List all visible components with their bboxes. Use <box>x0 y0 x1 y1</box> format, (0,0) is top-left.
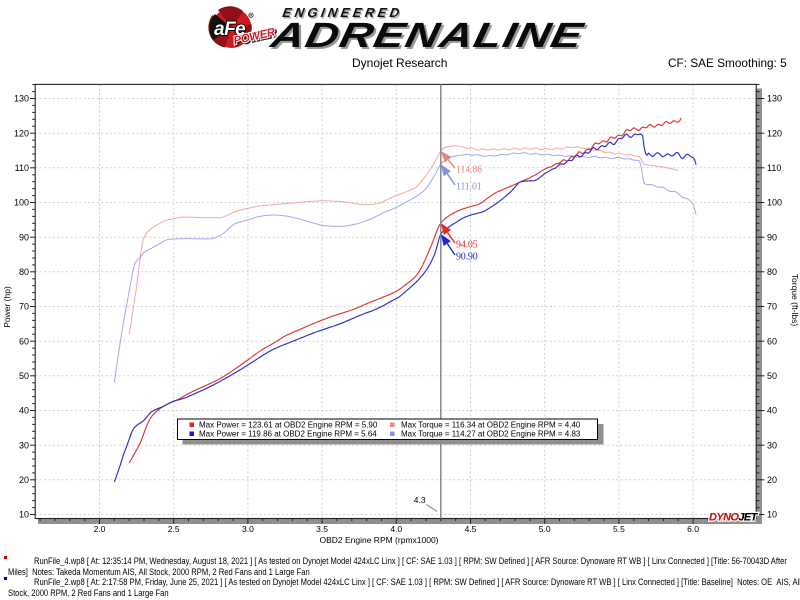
svg-text:10: 10 <box>19 510 29 520</box>
svg-text:120: 120 <box>767 128 782 138</box>
svg-text:50: 50 <box>767 371 777 381</box>
svg-text:110: 110 <box>767 163 781 173</box>
svg-text:90.90: 90.90 <box>456 252 478 263</box>
svg-text:Max Power = 123.61 at OBD2 E: Max Power = 123.61 at OBD2 Engine RPM = … <box>199 421 378 430</box>
svg-text:Max Torque = 114.27 at OBD2: Max Torque = 114.27 at OBD2 Engine RPM =… <box>401 430 581 439</box>
svg-text:110: 110 <box>15 163 29 173</box>
svg-text:3.5: 3.5 <box>316 524 328 534</box>
svg-text:6.0: 6.0 <box>687 524 699 534</box>
svg-text:80: 80 <box>19 267 29 277</box>
svg-text:Power (hp): Power (hp) <box>2 286 12 328</box>
svg-text:60: 60 <box>767 336 777 346</box>
svg-text:130: 130 <box>14 94 29 104</box>
svg-text:2.5: 2.5 <box>168 524 180 534</box>
svg-text:3.0: 3.0 <box>242 524 254 534</box>
svg-text:DYNOJET: DYNOJET <box>709 512 759 524</box>
svg-text:40: 40 <box>767 406 777 416</box>
svg-text:Max Torque = 116.34 at OBD2: Max Torque = 116.34 at OBD2 Engine RPM =… <box>401 421 581 430</box>
svg-text:114.86: 114.86 <box>456 165 482 176</box>
svg-text:60: 60 <box>19 336 29 346</box>
svg-text:4.3: 4.3 <box>414 495 426 505</box>
svg-text:111.01: 111.01 <box>456 182 482 193</box>
svg-text:DYNOJET: DYNOJET <box>709 512 759 524</box>
svg-text:5.0: 5.0 <box>539 524 551 534</box>
svg-text:40: 40 <box>19 406 29 416</box>
svg-text:5.5: 5.5 <box>613 524 625 534</box>
svg-text:Max Power = 119.86 at OBD2 E: Max Power = 119.86 at OBD2 Engine RPM = … <box>199 430 377 439</box>
svg-text:4.0: 4.0 <box>390 524 402 534</box>
svg-text:20: 20 <box>767 475 777 485</box>
svg-text:R: R <box>249 13 253 18</box>
svg-text:50: 50 <box>19 371 29 381</box>
svg-text:90: 90 <box>19 232 29 242</box>
svg-text:4.5: 4.5 <box>465 524 477 534</box>
svg-text:100: 100 <box>14 198 29 208</box>
svg-text:aFe: aFe <box>214 19 246 40</box>
svg-text:130: 130 <box>767 94 782 104</box>
svg-text:Torque (ft-lbs): Torque (ft-lbs) <box>790 274 800 327</box>
svg-text:70: 70 <box>767 302 777 312</box>
svg-text:94.05: 94.05 <box>456 240 478 251</box>
svg-text:100: 100 <box>767 198 782 208</box>
svg-text:2.0: 2.0 <box>94 524 106 534</box>
svg-text:10: 10 <box>767 510 777 520</box>
svg-text:30: 30 <box>19 440 29 450</box>
svg-text:90: 90 <box>767 232 777 242</box>
svg-text:OBD2 Engine RPM (rpmx1000): OBD2 Engine RPM (rpmx1000) <box>319 535 438 545</box>
svg-text:70: 70 <box>19 302 29 312</box>
svg-text:30: 30 <box>767 440 777 450</box>
svg-text:80: 80 <box>767 267 777 277</box>
svg-text:120: 120 <box>14 128 29 138</box>
svg-text:20: 20 <box>19 475 29 485</box>
